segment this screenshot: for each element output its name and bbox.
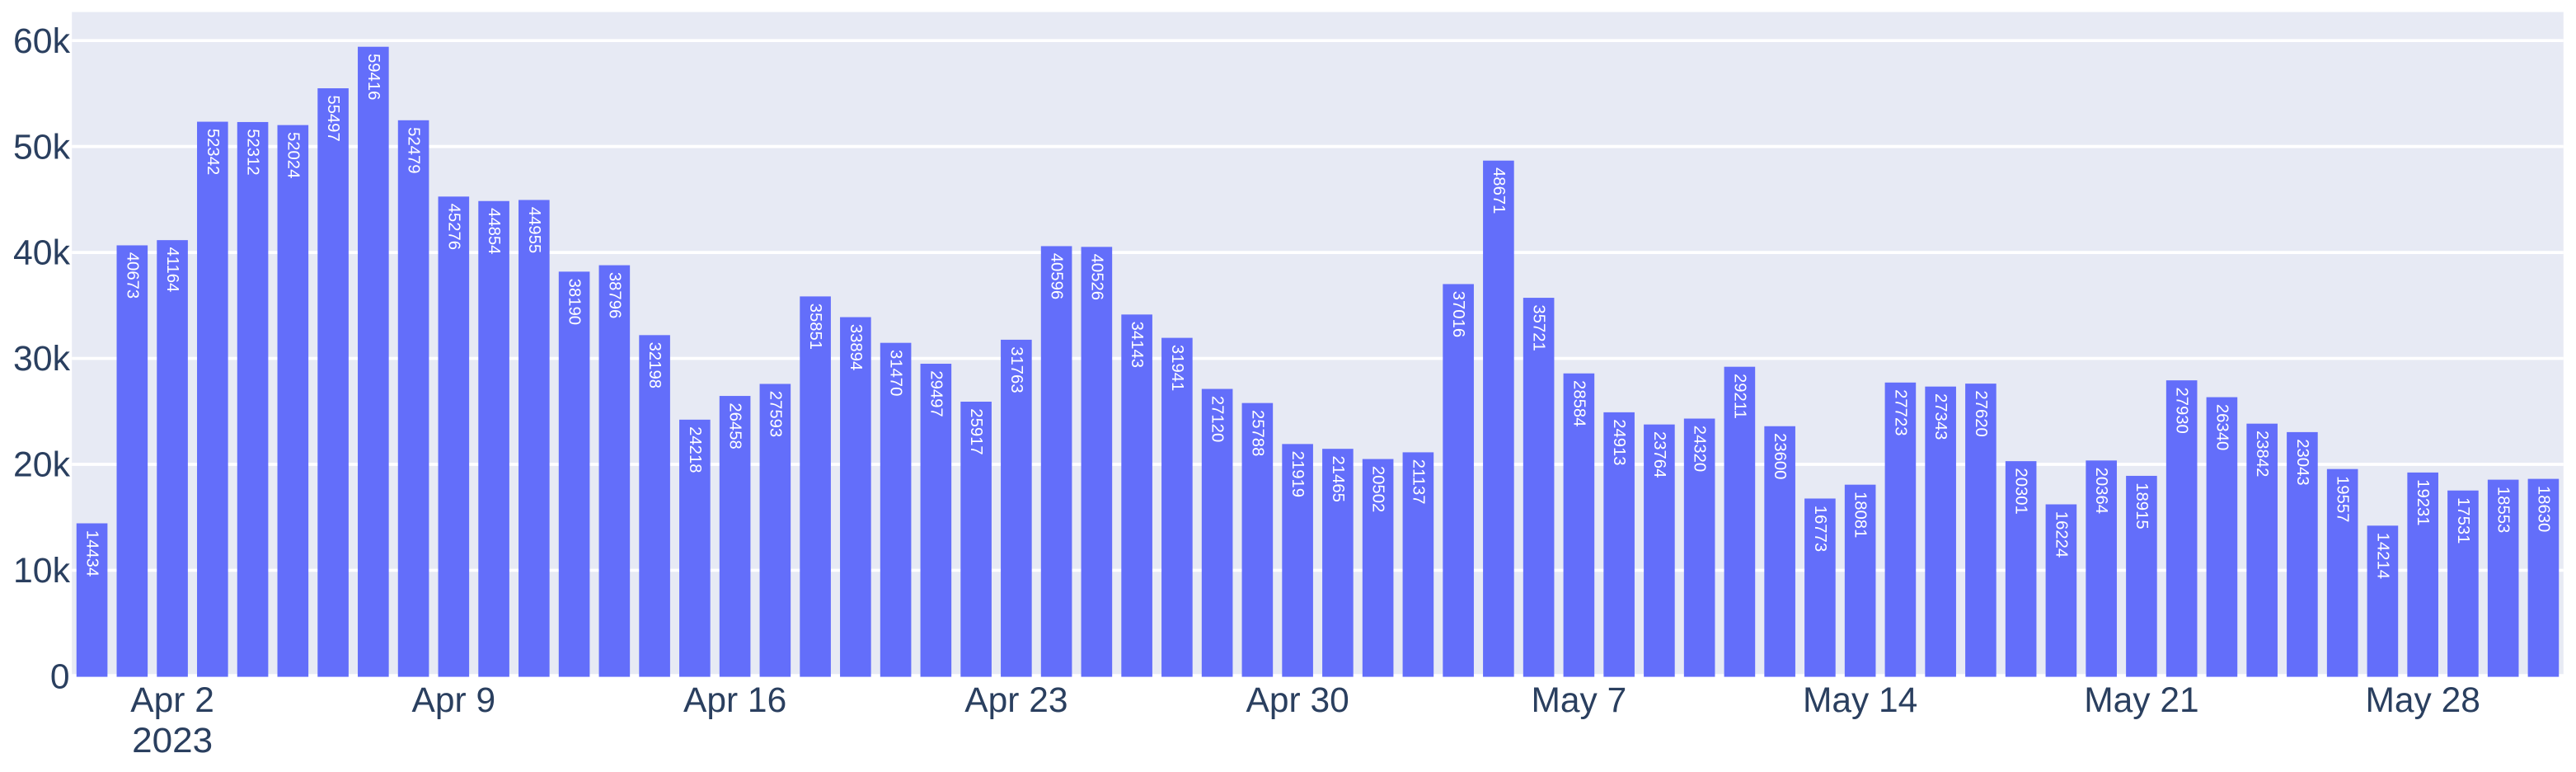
- svg-text:50k: 50k: [13, 128, 71, 167]
- svg-text:37016: 37016: [1449, 291, 1467, 337]
- svg-text:29211: 29211: [1730, 374, 1748, 419]
- svg-text:26458: 26458: [726, 402, 744, 449]
- svg-text:20k: 20k: [13, 446, 71, 485]
- svg-text:Apr 16: Apr 16: [683, 681, 786, 720]
- svg-text:38796: 38796: [605, 272, 623, 318]
- svg-text:27343: 27343: [1931, 393, 1950, 440]
- svg-text:31763: 31763: [1007, 346, 1025, 393]
- svg-text:26340: 26340: [2212, 404, 2231, 450]
- svg-text:10k: 10k: [13, 552, 71, 591]
- svg-text:24913: 24913: [1610, 419, 1628, 465]
- svg-text:18553: 18553: [2494, 487, 2513, 533]
- svg-text:32198: 32198: [645, 342, 664, 388]
- svg-text:48671: 48671: [1490, 167, 1508, 214]
- svg-text:44955: 44955: [525, 207, 543, 253]
- svg-text:40k: 40k: [13, 234, 71, 273]
- svg-text:Apr 23: Apr 23: [964, 681, 1067, 720]
- svg-text:27120: 27120: [1208, 396, 1227, 442]
- svg-text:41164: 41164: [163, 247, 181, 292]
- svg-text:19231: 19231: [2414, 479, 2432, 525]
- svg-text:29497: 29497: [927, 370, 945, 417]
- svg-text:31470: 31470: [887, 350, 905, 396]
- svg-text:18630: 18630: [2534, 486, 2552, 532]
- svg-text:38190: 38190: [565, 279, 584, 325]
- svg-text:52342: 52342: [204, 129, 222, 175]
- svg-text:Apr 30: Apr 30: [1246, 681, 1349, 720]
- svg-text:40596: 40596: [1048, 253, 1066, 299]
- svg-text:30k: 30k: [13, 340, 71, 379]
- svg-text:Apr 9: Apr 9: [412, 681, 496, 720]
- svg-text:14214: 14214: [2373, 533, 2391, 579]
- svg-text:21137: 21137: [1409, 459, 1427, 505]
- svg-text:20301: 20301: [2012, 468, 2030, 514]
- svg-text:18081: 18081: [1851, 492, 1870, 538]
- svg-text:33894: 33894: [847, 324, 865, 370]
- svg-text:May 28: May 28: [2365, 681, 2480, 720]
- svg-text:28584: 28584: [1570, 380, 1588, 426]
- svg-text:14434: 14434: [83, 530, 101, 577]
- svg-text:21919: 21919: [1288, 451, 1307, 497]
- svg-text:52479: 52479: [405, 127, 423, 173]
- svg-text:21465: 21465: [1329, 455, 1347, 501]
- svg-text:27723: 27723: [1891, 389, 1909, 435]
- svg-text:0: 0: [50, 658, 70, 697]
- svg-text:52024: 52024: [284, 132, 302, 178]
- svg-text:40673: 40673: [123, 252, 141, 299]
- svg-text:20364: 20364: [2092, 468, 2110, 514]
- svg-text:19557: 19557: [2334, 476, 2352, 522]
- svg-text:17531: 17531: [2454, 497, 2472, 544]
- svg-text:40526: 40526: [1087, 254, 1105, 300]
- svg-text:23043: 23043: [2293, 439, 2311, 485]
- svg-text:27930: 27930: [2173, 387, 2191, 433]
- svg-text:24320: 24320: [1691, 426, 1709, 472]
- svg-text:18915: 18915: [2133, 482, 2151, 529]
- svg-text:55497: 55497: [324, 95, 342, 141]
- svg-text:60k: 60k: [13, 22, 71, 61]
- svg-text:35721: 35721: [1530, 304, 1548, 351]
- svg-text:23600: 23600: [1771, 433, 1789, 479]
- svg-text:2023: 2023: [132, 722, 213, 760]
- svg-text:35851: 35851: [806, 304, 824, 350]
- svg-text:Apr 2: Apr 2: [130, 681, 214, 720]
- svg-text:May 21: May 21: [2084, 681, 2198, 720]
- svg-text:44854: 44854: [485, 208, 503, 254]
- svg-text:20502: 20502: [1369, 466, 1387, 512]
- svg-text:16773: 16773: [1811, 506, 1829, 552]
- svg-text:45276: 45276: [444, 204, 462, 250]
- svg-text:24218: 24218: [686, 426, 704, 473]
- svg-text:May 14: May 14: [1803, 681, 1917, 720]
- svg-text:25788: 25788: [1248, 410, 1266, 456]
- svg-text:27620: 27620: [1972, 390, 1990, 436]
- svg-text:34143: 34143: [1128, 322, 1146, 368]
- svg-text:52312: 52312: [244, 129, 262, 175]
- svg-text:31941: 31941: [1168, 345, 1186, 391]
- svg-text:25917: 25917: [967, 408, 985, 454]
- svg-text:16224: 16224: [2052, 511, 2070, 558]
- svg-text:May 7: May 7: [1532, 681, 1627, 720]
- svg-text:23842: 23842: [2253, 431, 2271, 477]
- svg-text:59416: 59416: [364, 54, 382, 100]
- svg-text:23764: 23764: [1650, 431, 1668, 478]
- svg-text:27593: 27593: [766, 391, 784, 437]
